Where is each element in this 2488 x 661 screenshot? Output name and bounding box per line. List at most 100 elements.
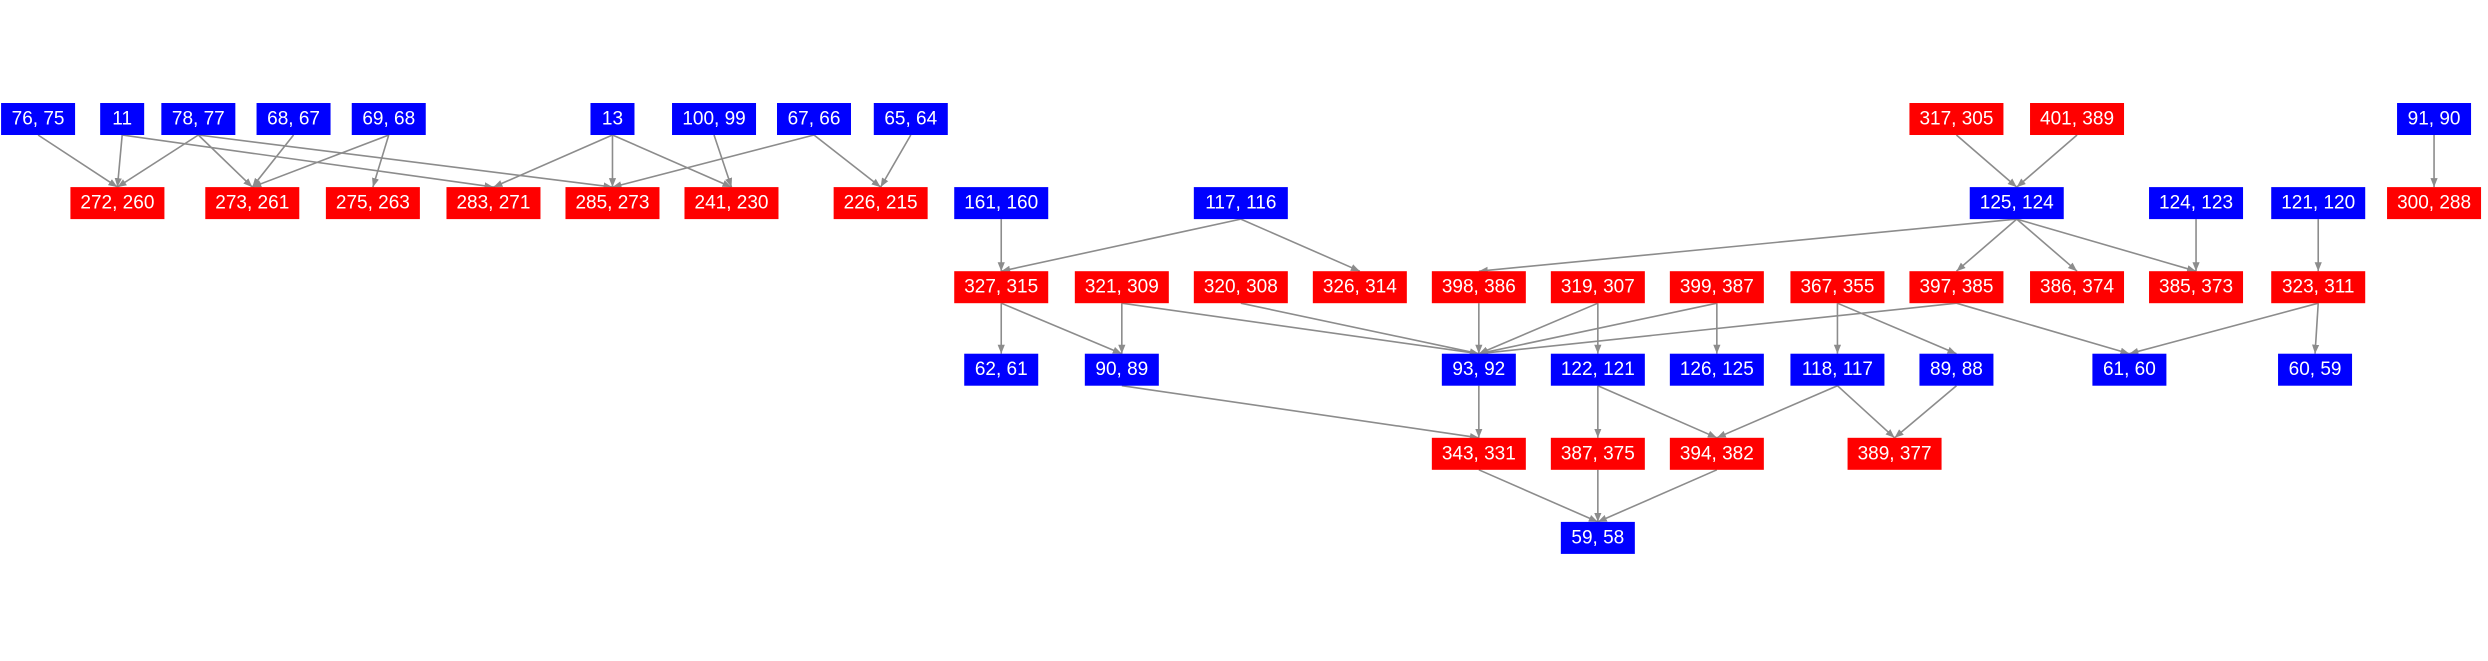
node-label: 65, 64 [884, 109, 937, 130]
node-label: 367, 355 [1800, 277, 1874, 298]
node-box [1193, 271, 1288, 304]
node-box [2387, 187, 2482, 220]
node-box [205, 187, 300, 220]
node-box [1074, 271, 1169, 304]
node-box [684, 187, 779, 220]
edge [1597, 384, 1718, 439]
node-label: 11 [112, 109, 132, 130]
node: 78, 77 [161, 103, 236, 136]
edge [37, 134, 118, 188]
node: 272, 260 [70, 187, 165, 220]
edge [372, 134, 390, 188]
node: 275, 263 [325, 187, 420, 220]
node-box [2271, 187, 2366, 220]
node-label: 62, 61 [975, 359, 1028, 380]
node-label: 226, 215 [844, 193, 918, 214]
edge [2016, 218, 2078, 272]
node-label: 69, 68 [362, 109, 415, 130]
node-label: 161, 160 [964, 193, 1038, 214]
node: 394, 382 [1669, 437, 1764, 470]
node: 91, 90 [2397, 103, 2472, 136]
edge [122, 134, 494, 190]
node-box [100, 103, 145, 136]
node-box [873, 103, 948, 136]
node: 386, 374 [2030, 271, 2125, 304]
edge [1001, 218, 1241, 273]
node-label: 91, 90 [2408, 109, 2461, 130]
node: 65, 64 [873, 103, 948, 136]
node: 398, 386 [1431, 271, 1526, 304]
node-box [1919, 353, 1994, 386]
node-box [2278, 353, 2353, 386]
node-label: 283, 271 [456, 193, 530, 214]
node: 76, 75 [1, 103, 76, 136]
node: 401, 389 [2030, 103, 2125, 136]
node-box [2149, 187, 2244, 220]
edge [1478, 302, 1718, 356]
node-box [1909, 103, 2004, 136]
node-box [1847, 437, 1942, 470]
edge [879, 134, 912, 188]
node-label: 300, 288 [2397, 193, 2471, 214]
node-box [1669, 437, 1764, 470]
node-label: 61, 60 [2103, 359, 2156, 380]
node-label: 394, 382 [1680, 443, 1754, 464]
node: 273, 261 [205, 187, 300, 220]
node: 326, 314 [1312, 271, 1407, 304]
edge [1478, 302, 1599, 355]
node-label: 326, 314 [1323, 277, 1397, 298]
node-label: 93, 92 [1452, 359, 1505, 380]
edge [198, 134, 613, 190]
node-box [1790, 353, 1885, 386]
node: 327, 315 [954, 271, 1049, 304]
edge [2312, 303, 2320, 354]
node-box [1669, 353, 1764, 386]
node-label: 272, 260 [80, 193, 154, 214]
node-box [2092, 353, 2167, 386]
edge [813, 134, 882, 188]
node-label: 89, 88 [1930, 359, 1983, 380]
node: 226, 215 [833, 187, 928, 220]
edge [1956, 302, 2130, 355]
node-label: 398, 386 [1442, 277, 1516, 298]
edges [37, 134, 2438, 523]
node-box [565, 187, 660, 220]
node-label: 389, 377 [1858, 443, 1932, 464]
node: 300, 288 [2387, 187, 2482, 220]
edge [1894, 385, 1957, 439]
node-box [256, 103, 331, 136]
node-box [70, 187, 165, 220]
node: 161, 160 [954, 187, 1049, 220]
node-box [964, 353, 1039, 386]
node-box [672, 103, 757, 136]
node-box [1193, 187, 1288, 220]
node-label: 285, 273 [575, 193, 649, 214]
node-label: 273, 261 [215, 193, 289, 214]
node: 68, 67 [256, 103, 331, 136]
edge [252, 134, 390, 188]
node-box [1550, 353, 1645, 386]
node: 100, 99 [672, 103, 757, 136]
node: 69, 68 [351, 103, 426, 136]
node: 389, 377 [1847, 437, 1942, 470]
node-box [954, 187, 1049, 220]
edge [116, 134, 199, 188]
node-box [1550, 271, 1645, 304]
node-label: 67, 66 [788, 109, 841, 130]
edge [493, 134, 613, 188]
node-label: 401, 389 [2040, 109, 2114, 130]
node-label: 327, 315 [964, 277, 1038, 298]
node-box [351, 103, 426, 136]
node-label: 59, 58 [1571, 527, 1624, 548]
node-box [1431, 437, 1526, 470]
node-box [2030, 103, 2125, 136]
node-box [590, 103, 635, 136]
node: 321, 309 [1074, 271, 1169, 304]
edge [713, 134, 733, 188]
node: 59, 58 [1560, 521, 1635, 554]
node-box [776, 103, 851, 136]
node-label: 320, 308 [1204, 277, 1278, 298]
edge [1478, 469, 1599, 523]
node: 319, 307 [1550, 271, 1645, 304]
